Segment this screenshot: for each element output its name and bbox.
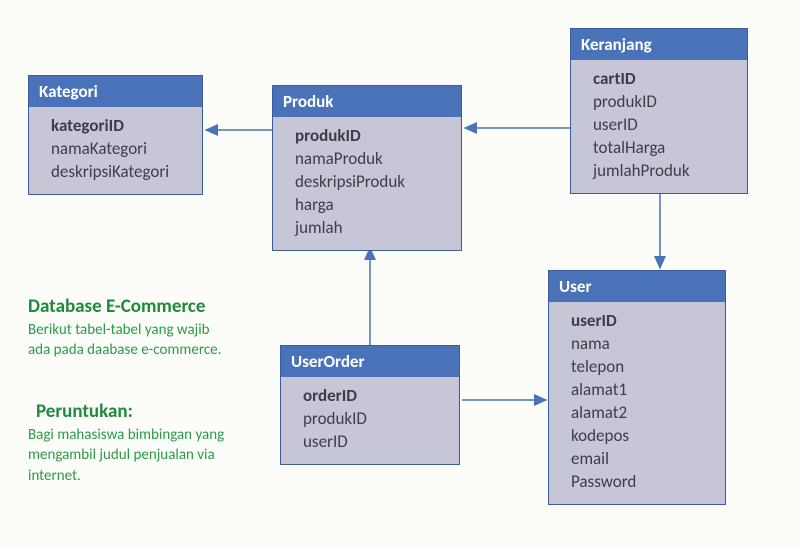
field: nama [571, 333, 715, 356]
entity-header: User [549, 271, 725, 302]
entity-keranjang: Keranjang cartIDprodukIDuserIDtotalHarga… [570, 28, 748, 194]
field: telepon [571, 356, 715, 379]
field: totalHarga [593, 137, 737, 160]
sidebar-desc-peruntukan: Bagi mahasiswa bimbingan yang mengambil … [28, 425, 238, 486]
entity-body: produkIDnamaProdukdeskripsiProdukhargaju… [273, 117, 461, 250]
field: userID [593, 114, 737, 137]
field: jumlahProduk [593, 160, 737, 183]
entity-body: orderIDprodukIDuserID [281, 377, 459, 464]
field: Password [571, 471, 715, 494]
field: namaKategori [51, 138, 192, 161]
sidebar-title-peruntukan: Peruntukan: [36, 400, 133, 423]
field: jumlah [295, 217, 451, 240]
pk-field: cartID [593, 68, 737, 91]
entity-body: cartIDprodukIDuserIDtotalHargajumlahProd… [571, 60, 747, 193]
field: produkID [303, 408, 449, 431]
field: deskripsiProduk [295, 171, 451, 194]
field: alamat1 [571, 379, 715, 402]
entity-produk: Produk produkIDnamaProdukdeskripsiProduk… [272, 85, 462, 251]
field: deskripsiKategori [51, 161, 192, 184]
field: namaProduk [295, 148, 451, 171]
entity-kategori: Kategori kategoriIDnamaKategorideskripsi… [28, 75, 203, 195]
field: produkID [593, 91, 737, 114]
entity-body: userIDnamateleponalamat1alamat2kodeposem… [549, 302, 725, 504]
pk-field: userID [571, 310, 715, 333]
pk-field: kategoriID [51, 115, 192, 138]
entity-header: Keranjang [571, 29, 747, 60]
entity-header: UserOrder [281, 346, 459, 377]
sidebar-desc-database: Berikut tabel-tabel yang wajib ada pada … [28, 320, 228, 361]
pk-field: orderID [303, 385, 449, 408]
pk-field: produkID [295, 125, 451, 148]
field: alamat2 [571, 402, 715, 425]
entity-user: User userIDnamateleponalamat1alamat2kode… [548, 270, 726, 505]
field: userID [303, 431, 449, 454]
field: harga [295, 194, 451, 217]
entity-body: kategoriIDnamaKategorideskripsiKategori [29, 107, 202, 194]
sidebar-title-database: Database E-Commerce [28, 295, 205, 318]
field: email [571, 448, 715, 471]
field: kodepos [571, 425, 715, 448]
entity-userorder: UserOrder orderIDprodukIDuserID [280, 345, 460, 465]
entity-header: Produk [273, 86, 461, 117]
entity-header: Kategori [29, 76, 202, 107]
